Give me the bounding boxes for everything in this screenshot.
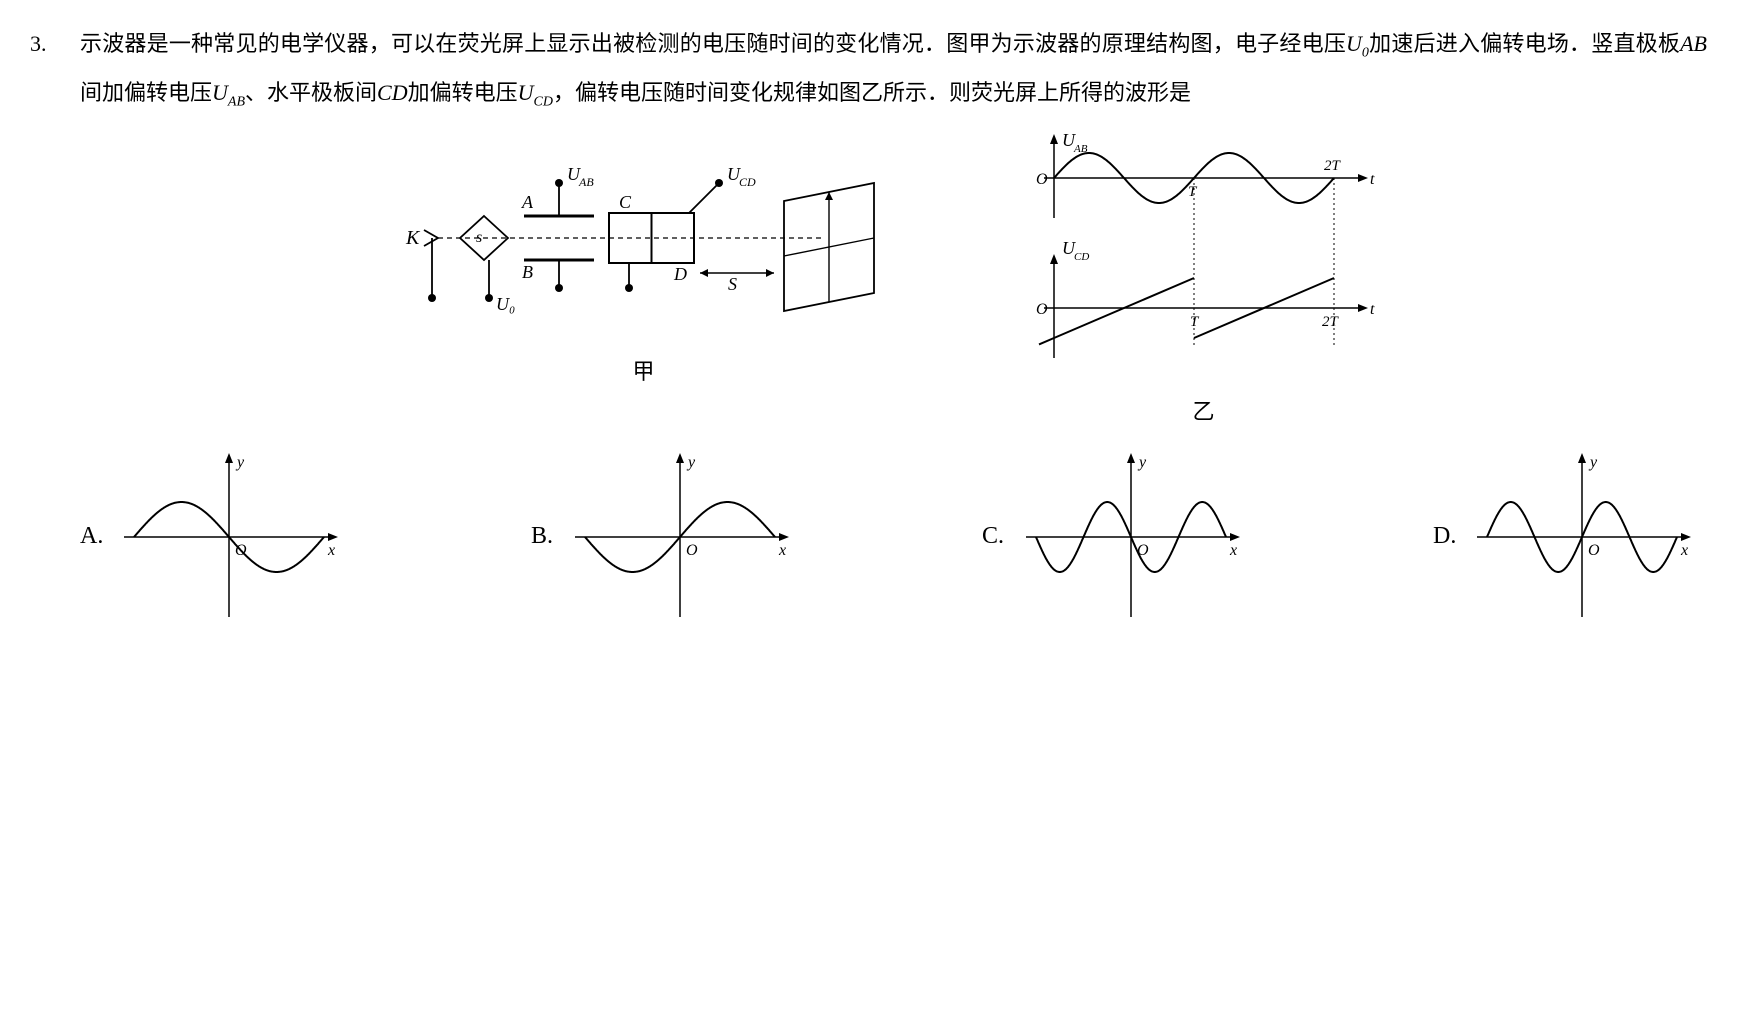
svg-text:S: S (728, 274, 737, 294)
option-b: B. y x O (531, 447, 795, 627)
svg-text:O: O (1588, 542, 1600, 559)
figure-jia-label: 甲 (394, 348, 894, 396)
option-b-graph: y x O (565, 447, 795, 627)
figure-jia: KsU₀ABUABCDUCDS 甲 (394, 128, 894, 436)
text-part-4: 、水平极板间 (245, 80, 377, 105)
svg-text:2T: 2T (1324, 158, 1342, 174)
svg-text:x: x (1680, 542, 1688, 559)
var-ab: AB (1680, 31, 1707, 56)
var-cd: CD (377, 80, 408, 105)
svg-text:U₀: U₀ (496, 294, 515, 314)
svg-text:y: y (1588, 454, 1598, 471)
option-d-graph: y x O (1467, 447, 1697, 627)
figure-jia-svg: KsU₀ABUABCDUCDS (394, 128, 894, 348)
svg-text:y: y (686, 454, 696, 471)
svg-text:O: O (686, 542, 698, 559)
svg-text:O: O (1036, 301, 1048, 318)
text-part-2: 加速后进入偏转电场．竖直极板 (1369, 31, 1680, 56)
svg-text:B: B (522, 262, 533, 282)
option-a: A. yxO (80, 447, 344, 627)
figure-yi-label: 乙 (1014, 388, 1394, 436)
option-c-graph: yxO (1016, 447, 1246, 627)
var-u0-sub: 0 (1362, 45, 1369, 60)
svg-text:CD: CD (1074, 251, 1089, 263)
var-uab: U (212, 80, 228, 105)
svg-text:y: y (235, 454, 245, 471)
svg-text:T: T (1190, 314, 1200, 330)
option-a-label: A. (80, 510, 106, 563)
figure-yi: UABOtT2TUCDOtT2T 乙 (1014, 128, 1394, 436)
options-row: A. y x O B. y x O C. y x O D. y x O (80, 447, 1707, 627)
text-part-5: 加偏转电压 (408, 80, 518, 105)
question-block: 3. 示波器是一种常见的电学仪器，可以在荧光屏上显示出被检测的电压随时间的变化情… (30, 20, 1707, 627)
var-u0: U (1346, 31, 1362, 56)
svg-text:x: x (327, 542, 335, 559)
svg-text:A: A (521, 192, 534, 212)
svg-text:D: D (673, 264, 687, 284)
option-d: D. y x O (1433, 447, 1697, 627)
text-part-3: 间加偏转电压 (80, 80, 212, 105)
option-c: C. yxO (982, 447, 1246, 627)
option-a-graph: yxO (114, 447, 344, 627)
text-part-1: 示波器是一种常见的电学仪器，可以在荧光屏上显示出被检测的电压随时间的变化情况．图… (80, 31, 1346, 56)
figures-row: KsU₀ABUABCDUCDS 甲 UABOtT2TUCDOtT2T 乙 (80, 128, 1707, 436)
svg-text:x: x (778, 542, 786, 559)
var-ucd-sub: CD (534, 95, 553, 110)
option-c-label: C. (982, 510, 1008, 563)
svg-text:t: t (1370, 301, 1375, 318)
svg-text:t: t (1370, 171, 1375, 188)
question-text: 示波器是一种常见的电学仪器，可以在荧光屏上显示出被检测的电压随时间的变化情况．图… (80, 20, 1707, 627)
svg-text:AB: AB (578, 175, 594, 189)
var-ucd: U (518, 80, 534, 105)
svg-text:O: O (1036, 171, 1048, 188)
svg-text:2T: 2T (1322, 314, 1340, 330)
svg-text:K: K (405, 227, 421, 249)
svg-text:T: T (1188, 184, 1198, 200)
option-d-label: D. (1433, 510, 1459, 563)
question-number: 3. (30, 20, 80, 68)
var-uab-sub: AB (228, 95, 245, 110)
option-b-label: B. (531, 510, 557, 563)
text-part-6: ，偏转电压随时间变化规律如图乙所示．则荧光屏上所得的波形是 (553, 80, 1191, 105)
svg-text:y: y (1137, 454, 1147, 471)
svg-text:C: C (619, 192, 632, 212)
svg-text:x: x (1229, 542, 1237, 559)
svg-text:CD: CD (739, 175, 756, 189)
figure-yi-svg: UABOtT2TUCDOtT2T (1014, 128, 1394, 388)
